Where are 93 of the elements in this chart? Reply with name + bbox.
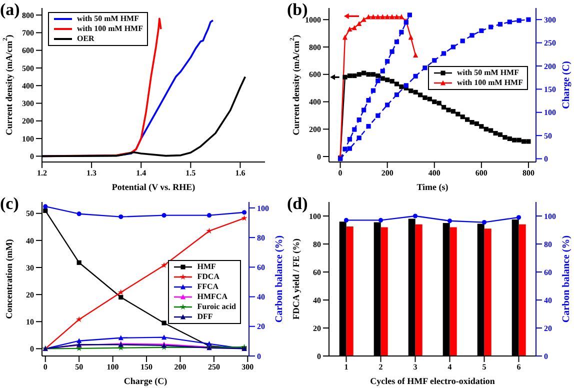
y-tick-label: 60 <box>313 268 321 277</box>
y2-tick-label: 80 <box>544 240 552 249</box>
legend-label: with 100 mM HMF <box>77 24 143 34</box>
y2-tick-label: 80 <box>257 233 265 242</box>
x-tick-label: 300 <box>242 362 254 372</box>
x-axis-title: Potential (V vs. RHE) <box>112 182 196 192</box>
x-tick-label: 2 <box>378 362 383 372</box>
x-tick-label: 1 <box>344 362 348 372</box>
y2-tick-label: 100 <box>544 212 556 221</box>
x-axis-title: Cycles of HMF electro-oxidation <box>370 376 495 386</box>
x-tick-label: 3 <box>413 362 418 372</box>
y-tick-label: 20 <box>26 290 34 300</box>
y2-axis-title: Charge (C) <box>560 60 572 110</box>
y2-tick-label: 60 <box>544 268 552 277</box>
y-tick-label: 800 <box>309 42 321 52</box>
y-tick-label: 200 <box>22 116 34 126</box>
x-tick-label: 6 <box>516 362 521 372</box>
x-tick-label: 1.5 <box>186 168 196 178</box>
legend-label: HMF <box>197 262 216 272</box>
y2-tick-label: 200 <box>544 62 556 71</box>
y-tick-label: 1000 <box>305 15 321 24</box>
x-tick-label: 1.6 <box>235 168 246 178</box>
x-tick-label: 0 <box>43 362 48 372</box>
x-tick-label: 200 <box>381 168 394 178</box>
x-axis-title: Charge (C) <box>124 376 168 386</box>
y2-tick-label: 0 <box>257 352 261 361</box>
y2-axis-title: Carbon balance (%) <box>274 235 284 323</box>
y-tick-label: 700 <box>22 28 34 38</box>
y2-tick-label: 20 <box>257 322 265 332</box>
chart-title: (a) <box>0 0 20 20</box>
y-tick-label: 80 <box>313 240 321 249</box>
y-tick-label: 50 <box>26 209 34 218</box>
y-tick-label: 100 <box>309 212 321 221</box>
chart-title: (c) <box>0 194 19 214</box>
y2-tick-label: 40 <box>257 292 265 302</box>
y-tick-label: 10 <box>26 317 34 326</box>
x-tick-label: 200 <box>174 362 186 372</box>
x-tick-label: 5 <box>482 362 486 372</box>
legend-label: FFCA <box>197 282 219 292</box>
legend-label: DFF <box>197 312 213 322</box>
y-tick-label: 800 <box>22 10 34 20</box>
y2-tick-label: 0 <box>544 154 548 164</box>
y2-tick-label: 100 <box>257 204 269 213</box>
y-axis-title: Concentration (mM) <box>4 239 14 319</box>
x-tick-label: 1.4 <box>136 168 146 178</box>
y2-tick-label: 300 <box>544 15 556 24</box>
legend-label: with 50 mM HMF <box>77 14 139 24</box>
chart-title: (d) <box>287 194 308 214</box>
x-axis-title: Time (s) <box>416 182 448 192</box>
x-tick-label: 1.2 <box>37 168 47 178</box>
y-tick-label: 300 <box>22 99 34 108</box>
x-tick-label: 4 <box>448 362 452 372</box>
y-tick-label: 400 <box>22 81 34 90</box>
x-tick-label: 400 <box>428 168 440 178</box>
y2-tick-label: 0 <box>544 352 548 361</box>
chart-title: (b) <box>287 0 308 19</box>
y2-tick-label: 150 <box>544 85 556 94</box>
y-tick-label: 400 <box>309 98 321 107</box>
legend-label: HMFCA <box>197 292 228 302</box>
y-axis-title: FDCA yield / FE (%) <box>291 238 301 320</box>
x-tick-label: 800 <box>522 168 534 178</box>
legend-label: Furoic acid <box>197 302 236 312</box>
y-tick-label: 40 <box>26 236 34 246</box>
y-tick-label: 20 <box>313 324 321 333</box>
legend-label: with 100 mM HMF <box>457 78 523 88</box>
x-tick-label: 100 <box>106 362 119 372</box>
y-tick-label: 40 <box>313 296 321 305</box>
x-tick-label: 50 <box>75 362 84 372</box>
y-tick-label: 0 <box>317 152 321 162</box>
y2-tick-label: 100 <box>544 108 556 118</box>
y-tick-label: 600 <box>309 70 321 80</box>
legend-label: with 50 mM HMF <box>457 68 519 78</box>
y2-tick-label: 20 <box>544 324 552 333</box>
y2-tick-label: 60 <box>257 262 265 272</box>
y2-tick-label: 40 <box>544 296 552 305</box>
y-tick-label: 100 <box>22 134 34 144</box>
y2-tick-label: 250 <box>544 38 556 48</box>
x-tick-label: 1.3 <box>86 168 97 178</box>
y-tick-label: 200 <box>309 124 321 134</box>
x-tick-label: 250 <box>208 362 220 372</box>
legend-label: OER <box>77 34 94 44</box>
y-tick-label: 600 <box>22 46 34 56</box>
x-tick-label: 0 <box>338 168 342 178</box>
y2-axis-title: Carbon balance (%) <box>560 235 572 323</box>
x-tick-label: 600 <box>475 168 488 178</box>
y-tick-label: 30 <box>26 263 34 272</box>
legend-label: FDCA <box>197 272 220 282</box>
y-tick-label: 0 <box>317 352 321 361</box>
y-tick-label: 500 <box>22 64 34 73</box>
x-tick-label: 150 <box>140 362 153 372</box>
y2-tick-label: 50 <box>544 131 552 140</box>
y-tick-label: 0 <box>30 344 34 354</box>
y-tick-label: 0 <box>30 152 34 162</box>
